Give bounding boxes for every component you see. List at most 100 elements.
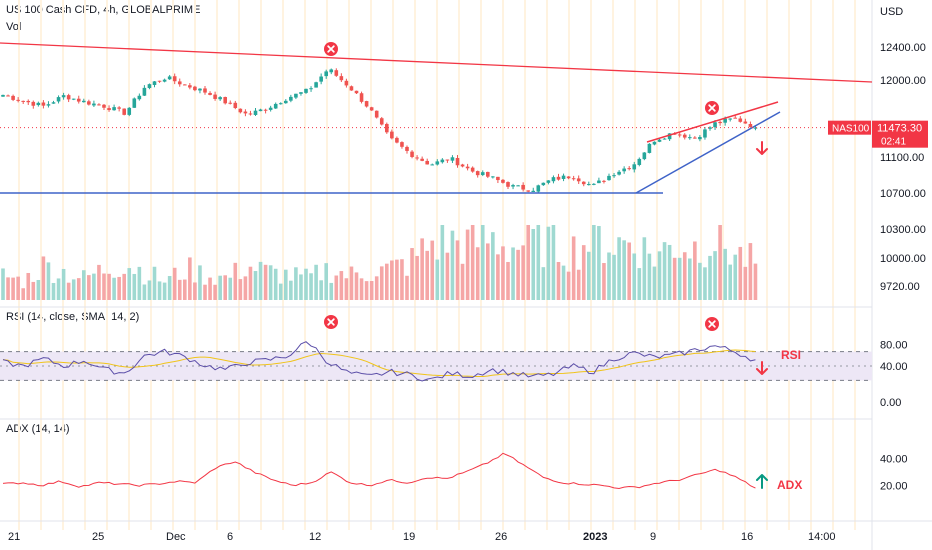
volume-bar	[107, 273, 111, 300]
volume-bar	[309, 273, 313, 300]
candle-body	[662, 138, 667, 140]
volume-bar	[607, 252, 611, 300]
volume-bar	[1, 268, 5, 300]
volume-bar	[617, 237, 621, 300]
time-tick-label: 12	[309, 531, 321, 543]
candle-body	[41, 102, 46, 106]
candle-body	[294, 93, 298, 98]
volume-bar	[167, 276, 172, 300]
candle-body	[46, 104, 51, 106]
volume-bars	[1, 225, 758, 300]
candle-body	[688, 137, 692, 139]
volume-bar	[556, 262, 561, 300]
volume-bar	[698, 262, 702, 300]
candle-body	[698, 137, 702, 140]
volume-bar	[460, 263, 465, 300]
candle-body	[511, 185, 515, 187]
candle-body	[708, 127, 712, 129]
volume-bar	[501, 246, 505, 300]
volume-bar	[526, 225, 530, 300]
candle-body	[501, 179, 505, 183]
volume-label[interactable]: Vol	[6, 21, 22, 33]
volume-bar	[193, 282, 197, 300]
candle-body	[324, 71, 328, 77]
volume-bar	[516, 249, 520, 300]
candle-body	[480, 172, 485, 176]
rsi-pane	[0, 341, 872, 382]
volume-bar	[592, 225, 596, 300]
volume-bar	[536, 225, 541, 300]
volume-bar	[410, 248, 414, 300]
candle-body	[193, 86, 197, 91]
candle-body	[385, 123, 389, 133]
volume-bar	[137, 266, 142, 300]
candle-body	[268, 107, 273, 110]
volume-bar	[743, 266, 748, 300]
adx-title[interactable]: ADX (14, 14)	[6, 423, 70, 435]
candle-body	[273, 103, 278, 109]
volume-bar	[708, 255, 712, 300]
session-stripe	[370, 0, 372, 530]
volume-bar	[602, 263, 606, 300]
volume-bar	[369, 280, 374, 300]
volume-bar	[374, 276, 379, 300]
adx-line	[2, 452, 756, 489]
candle-body	[314, 82, 318, 88]
session-stripe	[304, 0, 306, 530]
candle-body	[329, 69, 334, 73]
volume-bar	[198, 265, 202, 300]
volume-bar	[66, 282, 71, 300]
volume-bar	[541, 267, 546, 300]
candle-body	[364, 101, 369, 107]
candle-body	[349, 86, 354, 91]
candle-body	[223, 97, 227, 104]
volume-bar	[435, 259, 440, 300]
volume-bar	[152, 266, 157, 300]
volume-bar	[147, 280, 152, 300]
volume-bar	[177, 279, 182, 300]
candle-body	[682, 134, 687, 138]
volume-bar	[172, 267, 177, 300]
volume-bar	[475, 247, 480, 300]
volume-bar	[51, 282, 56, 300]
candle-body	[607, 175, 611, 181]
candle-body	[430, 164, 435, 166]
candle-body	[374, 110, 379, 118]
volume-bar	[561, 265, 566, 300]
session-stripe	[18, 0, 20, 530]
last-price-label: 11473.30	[877, 123, 922, 135]
volume-bar	[188, 257, 192, 300]
volume-bar	[470, 225, 475, 300]
volume-bar	[329, 282, 334, 300]
rsi-title[interactable]: RSI (14, close, SMA, 14, 2)	[6, 311, 140, 323]
volume-bar	[728, 264, 732, 300]
candle-body	[334, 70, 339, 76]
volume-bar	[112, 277, 116, 300]
volume-bar	[506, 261, 510, 300]
candle-body	[253, 110, 258, 115]
session-stripe	[656, 0, 658, 530]
candle-body	[465, 166, 470, 169]
price-tick-label: 10000.00	[880, 253, 926, 265]
volume-bar	[662, 242, 667, 300]
candle-body	[435, 161, 440, 165]
candle-body	[728, 118, 732, 120]
candle-body	[455, 158, 460, 166]
candle-body	[475, 171, 480, 176]
volume-bar	[390, 260, 394, 300]
volume-bar	[324, 263, 328, 300]
candle-body	[738, 118, 743, 122]
volume-bar	[455, 240, 460, 300]
candle-body	[546, 180, 551, 183]
time-tick-label: 6	[227, 531, 233, 543]
volume-bar	[127, 268, 132, 300]
session-stripe	[810, 0, 812, 530]
session-stripe	[128, 0, 130, 530]
candle-body	[627, 168, 631, 170]
price-tick-label: 10300.00	[880, 224, 926, 236]
volume-bar	[76, 278, 81, 300]
volume-bar	[21, 288, 25, 300]
volume-bar	[738, 246, 743, 300]
